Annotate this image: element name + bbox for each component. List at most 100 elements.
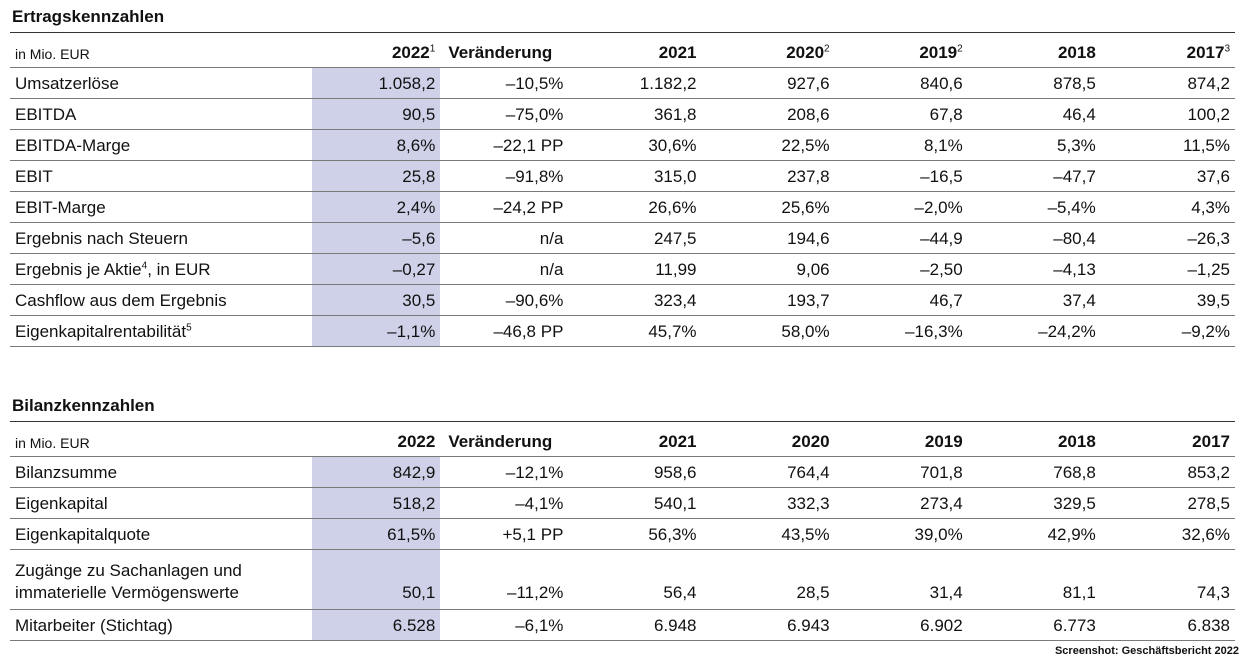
table-row: Eigenkapital 518,2 –4,1% 540,1 332,3 273,4 329… bbox=[10, 487, 1235, 519]
cell-change: –22,1 PP bbox=[440, 129, 569, 161]
header-text: 2020 bbox=[786, 43, 825, 62]
row-label-text: Bilanzsumme bbox=[15, 462, 118, 482]
row-label: Bilanzsumme bbox=[10, 456, 313, 488]
cell-value: 332,3 bbox=[701, 487, 835, 519]
row-label-text: Cashflow aus dem Ergebnis bbox=[15, 290, 227, 310]
column-header-year: 2018 bbox=[967, 421, 1101, 457]
header-text: 2021 bbox=[658, 432, 697, 451]
cell-change: –4,1% bbox=[440, 487, 569, 519]
header-text: 2018 bbox=[1057, 43, 1096, 62]
table-row: Ergebnis nach Steuern –5,6 n/a 247,5 194,6 –4… bbox=[10, 222, 1235, 254]
header-text: 2022 bbox=[391, 43, 430, 62]
cell-value: –24,2% bbox=[967, 315, 1101, 347]
cell-value: 100,2 bbox=[1100, 98, 1235, 130]
bilanz-table: in Mio. EUR 2022 Veränderung 2021 2020 2019 20… bbox=[10, 421, 1235, 641]
cell-change: +5,1 PP bbox=[440, 518, 569, 550]
table-row: Mitarbeiter (Stichtag) 6.528 –6,1% 6.948 6.9… bbox=[10, 609, 1235, 641]
cell-current-year: 6.528 bbox=[312, 609, 441, 641]
cell-value: 6.948 bbox=[568, 609, 702, 641]
row-label-text: Zugänge zu Sachanlagen und immaterielle … bbox=[15, 560, 242, 602]
cell-current-year: 2,4% bbox=[312, 191, 441, 223]
row-label-text: Eigenkapitalquote bbox=[15, 524, 151, 544]
cell-change: –91,8% bbox=[440, 160, 569, 192]
header-text: 2017 bbox=[1192, 432, 1230, 451]
cell-value: 764,4 bbox=[701, 456, 835, 488]
ertrag-table: in Mio. EUR 20221 Veränderung 2021 20202 2019… bbox=[10, 32, 1235, 347]
table-row: Ergebnis je Aktie4, in EUR –0,27 n/a 11,99 9… bbox=[10, 253, 1235, 285]
cell-value: –9,2% bbox=[1100, 315, 1235, 347]
cell-change: n/a bbox=[440, 222, 569, 254]
table-row: Eigenkapitalquote 61,5% +5,1 PP 56,3% 43,5% 3… bbox=[10, 518, 1235, 550]
cell-value: 247,5 bbox=[568, 222, 702, 254]
header-text: 2017 bbox=[1186, 43, 1225, 62]
cell-value: 278,5 bbox=[1100, 487, 1235, 519]
column-header-change: Veränderung bbox=[440, 421, 569, 457]
row-label: Eigenkapital bbox=[10, 487, 313, 519]
row-label-text: Umsatzerlöse bbox=[15, 73, 119, 93]
header-text: Veränderung bbox=[448, 432, 553, 451]
footnote-marker: 2 bbox=[957, 43, 963, 55]
cell-change: –75,0% bbox=[440, 98, 569, 130]
header-text: Veränderung bbox=[448, 43, 553, 62]
row-label: EBIT bbox=[10, 160, 313, 192]
footnote-marker: 4 bbox=[141, 259, 148, 271]
column-header-change: Veränderung bbox=[440, 32, 569, 68]
cell-value: 361,8 bbox=[568, 98, 702, 130]
table-row: EBIT-Marge 2,4% –24,2 PP 26,6% 25,6% –2,0% –5,… bbox=[10, 191, 1235, 223]
cell-change: –24,2 PP bbox=[440, 191, 569, 223]
cell-value: 81,1 bbox=[967, 549, 1101, 610]
column-header-year: 20202 bbox=[701, 32, 835, 68]
cell-value: 840,6 bbox=[834, 67, 968, 99]
header-row: in Mio. EUR 2022 Veränderung 2021 2020 2019 20… bbox=[10, 421, 1235, 457]
cell-current-year: 50,1 bbox=[312, 549, 441, 610]
header-text: 2018 bbox=[1057, 432, 1096, 451]
cell-value: 6.943 bbox=[701, 609, 835, 641]
cell-value: 74,3 bbox=[1100, 549, 1235, 610]
cell-value: 58,0% bbox=[701, 315, 835, 347]
cell-value: 67,8 bbox=[834, 98, 968, 130]
row-label: Eigenkapitalquote bbox=[10, 518, 313, 550]
cell-value: 32,6% bbox=[1100, 518, 1235, 550]
cell-value: 237,8 bbox=[701, 160, 835, 192]
cell-value: –5,4% bbox=[967, 191, 1101, 223]
cell-change: –11,2% bbox=[440, 549, 569, 610]
table-row: Eigenkapitalrentabilität5 –1,1% –46,8 PP 45… bbox=[10, 315, 1235, 347]
footnote-marker: 3 bbox=[1224, 43, 1230, 55]
cell-value: 6.838 bbox=[1100, 609, 1235, 641]
cell-value: 273,4 bbox=[834, 487, 968, 519]
header-text: 2022 bbox=[397, 432, 436, 451]
column-header-year: 2021 bbox=[568, 421, 702, 457]
cell-current-year: 1.058,2 bbox=[312, 67, 441, 99]
row-label-text: EBIT-Marge bbox=[15, 197, 106, 217]
cell-value: 28,5 bbox=[701, 549, 835, 610]
row-label: Mitarbeiter (Stichtag) bbox=[10, 609, 313, 641]
table-row: Cashflow aus dem Ergebnis 30,5 –90,6% 323,4… bbox=[10, 284, 1235, 316]
cell-value: 6.902 bbox=[834, 609, 968, 641]
cell-value: 37,4 bbox=[967, 284, 1101, 316]
cell-value: 958,6 bbox=[568, 456, 702, 488]
cell-value: 56,3% bbox=[568, 518, 702, 550]
ertrag-title: Ertragskennzahlen bbox=[12, 7, 165, 26]
row-label-text: Eigenkapitalrentabilität bbox=[15, 321, 187, 341]
row-label: Zugänge zu Sachanlagen und immaterielle … bbox=[10, 549, 313, 610]
cell-value: 927,6 bbox=[701, 67, 835, 99]
unit-label: in Mio. EUR bbox=[10, 421, 313, 457]
cell-value: 874,2 bbox=[1100, 67, 1235, 99]
cell-change: –6,1% bbox=[440, 609, 569, 641]
column-header-year: 2021 bbox=[568, 32, 702, 68]
footnote-marker: 2 bbox=[824, 43, 830, 55]
column-header-year: 20221 bbox=[312, 32, 441, 68]
cell-value: 56,4 bbox=[568, 549, 702, 610]
column-header-year: 20173 bbox=[1100, 32, 1235, 68]
cell-value: –44,9 bbox=[834, 222, 968, 254]
cell-value: 193,7 bbox=[701, 284, 835, 316]
row-label-text: EBITDA-Marge bbox=[15, 135, 131, 155]
cell-current-year: 61,5% bbox=[312, 518, 441, 550]
cell-value: 323,4 bbox=[568, 284, 702, 316]
row-label-text: EBIT bbox=[15, 166, 53, 186]
row-label: EBIT-Marge bbox=[10, 191, 313, 223]
row-label: EBITDA-Marge bbox=[10, 129, 313, 161]
row-label-text: Eigenkapital bbox=[15, 493, 108, 513]
cell-value: 11,5% bbox=[1100, 129, 1235, 161]
cell-change: –10,5% bbox=[440, 67, 569, 99]
